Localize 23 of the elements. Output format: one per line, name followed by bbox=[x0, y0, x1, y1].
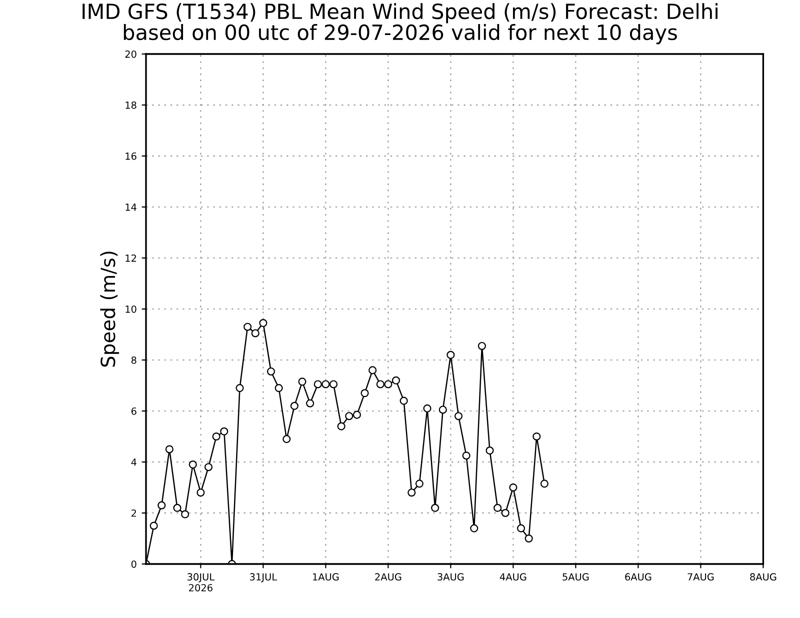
y-tick-label: 2 bbox=[132, 509, 136, 517]
y-tick-label: 14 bbox=[126, 204, 136, 211]
y-tick-label: 10 bbox=[126, 305, 136, 313]
x-tick-label: 31JUL bbox=[250, 573, 278, 582]
y-tick-label: 18 bbox=[126, 101, 136, 109]
y-tick-label: 6 bbox=[131, 407, 136, 415]
x-tick-label: 1AUG bbox=[313, 573, 339, 581]
x-tick-label: 6AUG bbox=[625, 573, 652, 581]
x-tick-label: 30JUL 2026 bbox=[188, 573, 215, 592]
x-tick-label: 8AUG bbox=[750, 573, 776, 581]
x-tick-label: 5AUG bbox=[562, 573, 589, 581]
y-axis-title: Speed (m/s) bbox=[100, 252, 120, 367]
y-tick-label: 8 bbox=[131, 356, 136, 364]
y-tick-label: 4 bbox=[131, 458, 136, 466]
x-tick-label: 2AUG bbox=[375, 573, 402, 581]
y-tick-label: 12 bbox=[126, 254, 136, 262]
x-tick-label: 3AUG bbox=[438, 573, 464, 581]
chart-title: IMD GFS (T1534) PBL Mean Wind Speed (m/s) Forecast: Delhi based on 00 utc of 29-07-2026 valid for next 10 days bbox=[82, 3, 718, 44]
y-tick-label: 0 bbox=[131, 560, 136, 568]
y-tick-label: 20 bbox=[125, 50, 136, 58]
y-tick-label: 16 bbox=[126, 152, 136, 160]
x-tick-label: 7AUG bbox=[688, 573, 714, 581]
x-tick-label: 4AUG bbox=[500, 573, 526, 581]
